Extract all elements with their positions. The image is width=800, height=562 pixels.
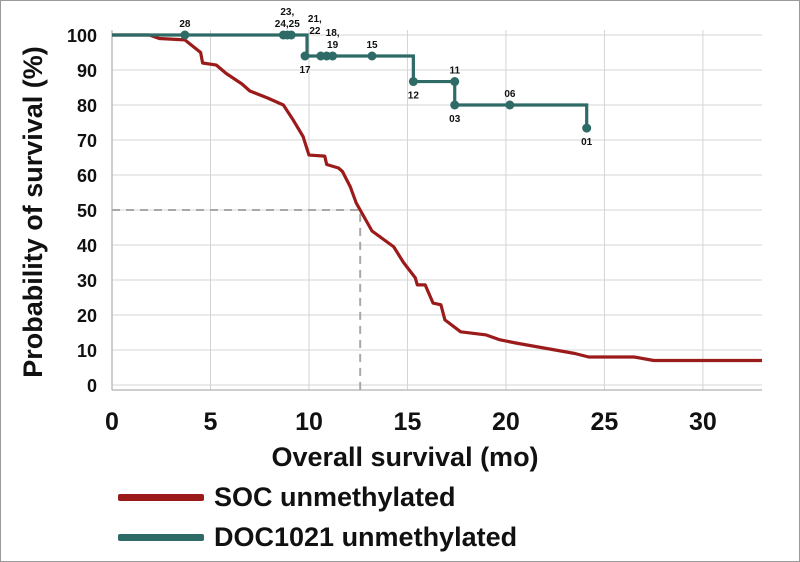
x-tick-label: 20 [492, 408, 520, 436]
legend-label-soc: SOC unmethylated [214, 482, 456, 512]
patient-label: 23, 24,25 [275, 7, 300, 30]
y-tick-label: 80 [77, 96, 97, 116]
censor-marker [300, 51, 310, 61]
patient-label: 01 [581, 137, 593, 148]
y-tick-label: 0 [87, 376, 97, 396]
y-tick-label: 100 [67, 26, 97, 46]
censor-marker [180, 30, 190, 40]
x-tick-label: 25 [591, 408, 619, 436]
x-tick-label: 15 [394, 408, 422, 436]
soc-survival-curve [112, 33, 762, 363]
legend-label-doc1021: DOC1021 unmethylated [214, 522, 518, 552]
patient-label: 15 [366, 40, 378, 51]
censor-marker [286, 30, 296, 40]
doc1021-survival-curve [112, 33, 589, 129]
y-tick-label: 30 [77, 271, 97, 291]
x-axis-title: Overall survival (mo) [271, 442, 538, 472]
patient-label: 17 [299, 65, 311, 76]
patient-label: 28 [179, 19, 191, 30]
legend-item-soc: SOC unmethylated [118, 482, 456, 513]
censor-marker [408, 77, 418, 87]
patient-label: 12 [408, 91, 420, 102]
legend-item-doc1021: DOC1021 unmethylated [118, 522, 517, 553]
x-tick-label: 0 [105, 408, 119, 436]
censor-marker [450, 100, 460, 110]
x-tick-label: 5 [204, 408, 218, 436]
y-axis-title: Probability of survival (%) [18, 46, 48, 378]
legend-swatch-doc1021 [118, 534, 204, 541]
legend-swatch-soc [118, 494, 204, 501]
patient-label: 18, 19 [326, 28, 340, 51]
censor-marker [328, 51, 338, 61]
patient-label: 06 [504, 89, 516, 100]
median-reference-line [112, 209, 362, 390]
patient-label: 21, 22 [308, 14, 322, 37]
y-tick-label: 40 [77, 236, 97, 256]
censor-marker [367, 51, 377, 61]
y-tick-label: 10 [77, 341, 97, 361]
y-tick-label: 60 [77, 166, 97, 186]
censor-marker [505, 100, 515, 110]
y-tick-label: 20 [77, 306, 97, 326]
x-tick-label: 10 [295, 408, 323, 436]
censor-marker [450, 77, 460, 87]
x-tick-label: 30 [689, 408, 717, 436]
y-tick-label: 70 [77, 131, 97, 151]
y-tick-label: 90 [77, 61, 97, 81]
censor-marker [582, 123, 592, 133]
y-tick-label: 50 [77, 201, 97, 221]
patient-label: 11 [449, 66, 460, 77]
patient-label: 03 [449, 114, 461, 125]
